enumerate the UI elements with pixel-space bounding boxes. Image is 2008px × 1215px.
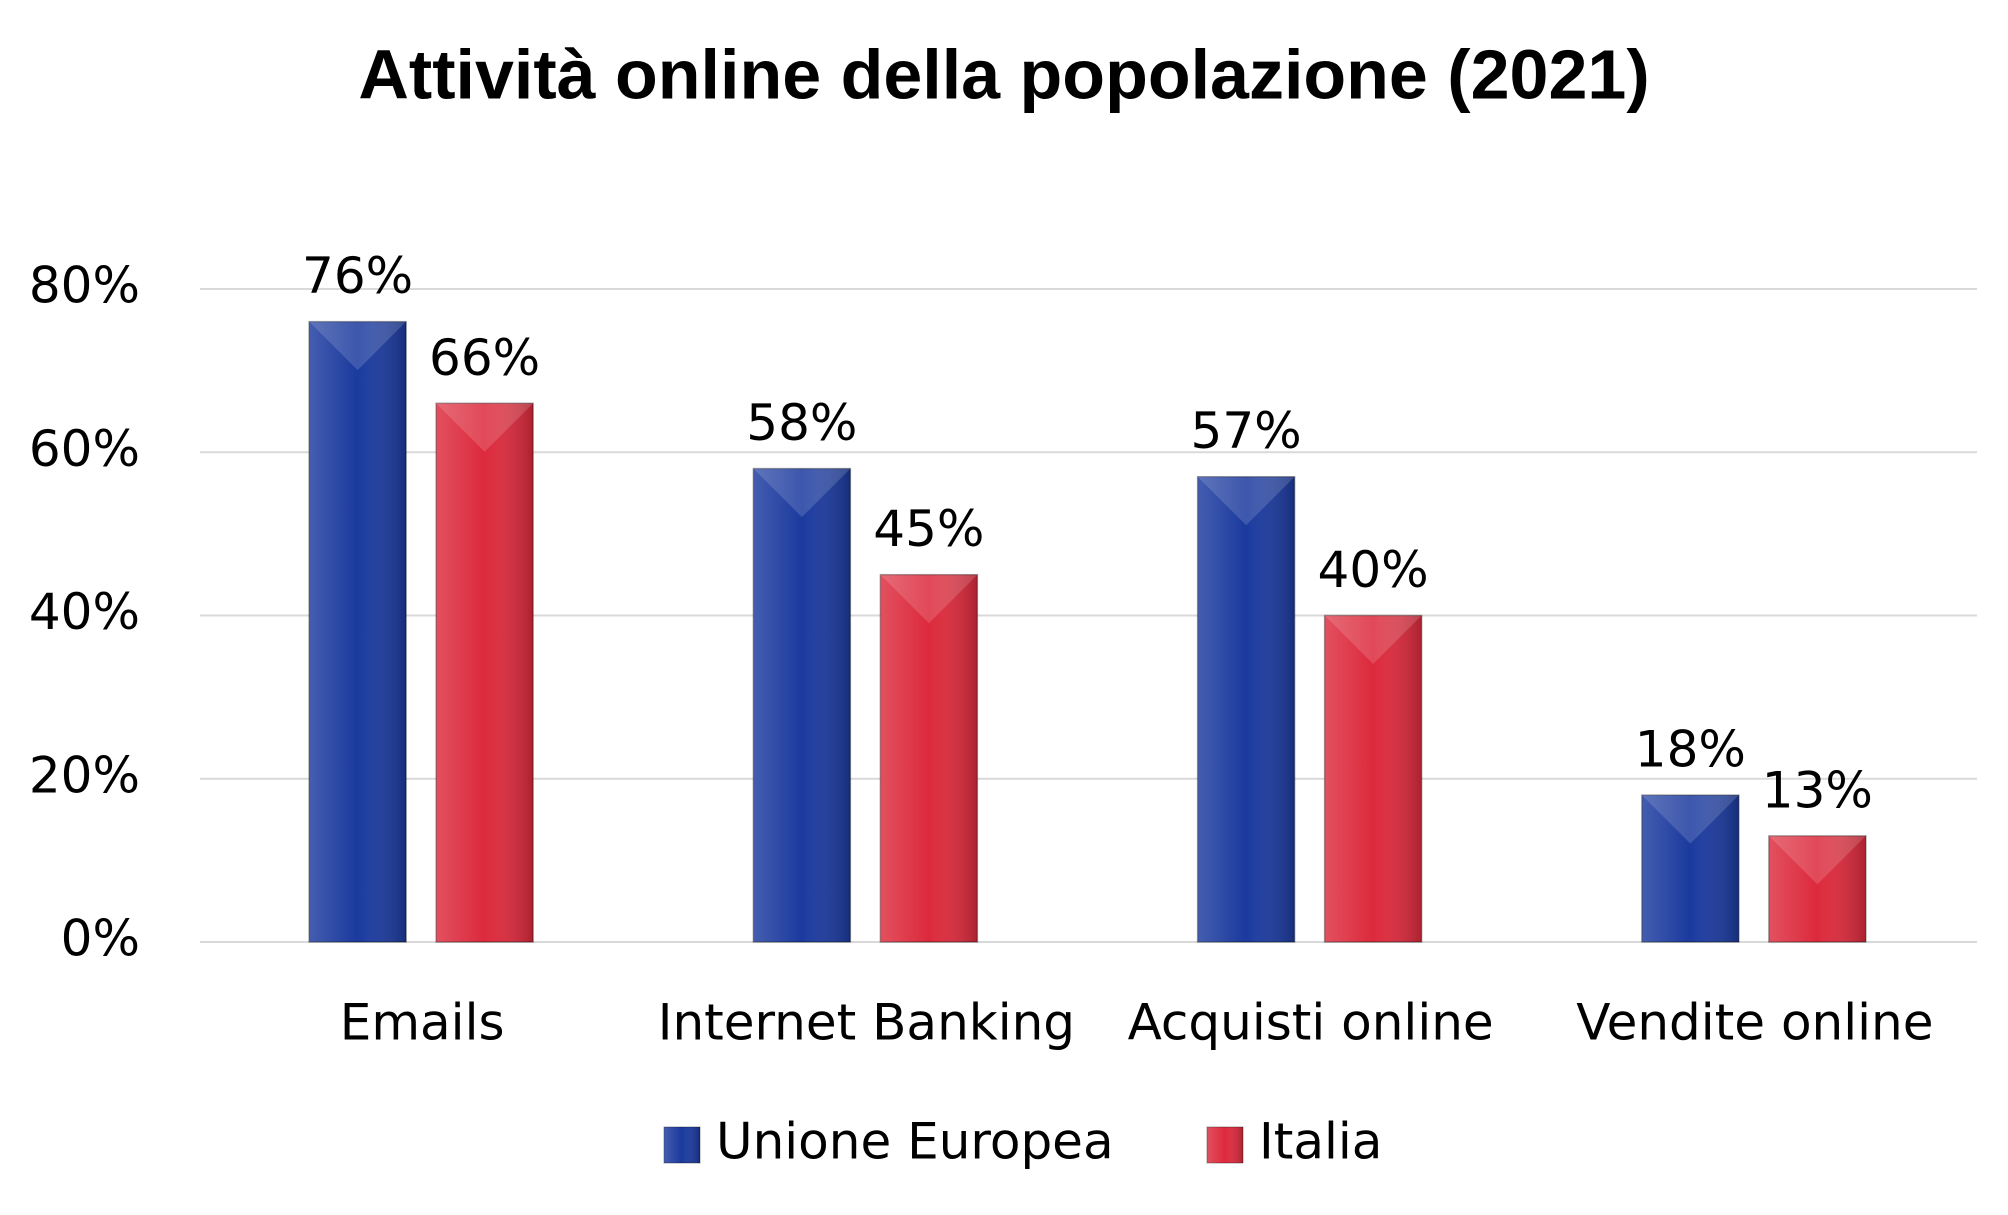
bar-bevel — [436, 403, 534, 452]
data-label: 66% — [429, 329, 540, 387]
y-tick-label: 80% — [29, 257, 140, 315]
data-label: 58% — [746, 394, 857, 452]
x-tick-label: Emails — [340, 994, 505, 1052]
bar-bevel — [1641, 795, 1739, 844]
legend-swatch-shade — [664, 1127, 700, 1163]
bar-bevel — [1768, 835, 1866, 885]
y-tick-label: 0% — [61, 910, 140, 968]
x-tick-label: Internet Banking — [658, 994, 1075, 1052]
data-label: 76% — [302, 247, 413, 305]
bar-shade — [1641, 795, 1739, 942]
bar-shade — [1768, 835, 1866, 942]
bar-bevel — [880, 574, 978, 624]
bar-shade — [1197, 476, 1295, 942]
data-label: 18% — [1635, 721, 1746, 779]
bar-shade — [1324, 615, 1422, 942]
bar-shade — [436, 403, 534, 942]
bar-bevel — [1197, 476, 1295, 526]
bar-shade — [753, 468, 851, 942]
data-label: 13% — [1762, 761, 1873, 819]
bar-shade — [880, 574, 978, 942]
y-tick-label: 40% — [29, 583, 140, 641]
bar-shade — [309, 321, 407, 942]
data-label: 40% — [1318, 541, 1429, 599]
bar-bevel — [753, 468, 851, 518]
data-label: 45% — [873, 500, 984, 558]
x-tick-label: Vendite online — [1576, 994, 1933, 1052]
y-tick-label: 20% — [29, 746, 140, 804]
y-tick-label: 60% — [29, 420, 140, 478]
legend-label: Unione Europea — [716, 1113, 1114, 1171]
data-label: 57% — [1191, 402, 1302, 460]
bar-bevel — [1324, 615, 1422, 664]
bar-bevel — [309, 321, 407, 371]
legend-swatch-shade — [1207, 1127, 1243, 1163]
chart-title: Attività online della popolazione (2021) — [358, 35, 1649, 113]
x-tick-label: Acquisti online — [1128, 994, 1494, 1052]
legend-label: Italia — [1259, 1113, 1382, 1171]
